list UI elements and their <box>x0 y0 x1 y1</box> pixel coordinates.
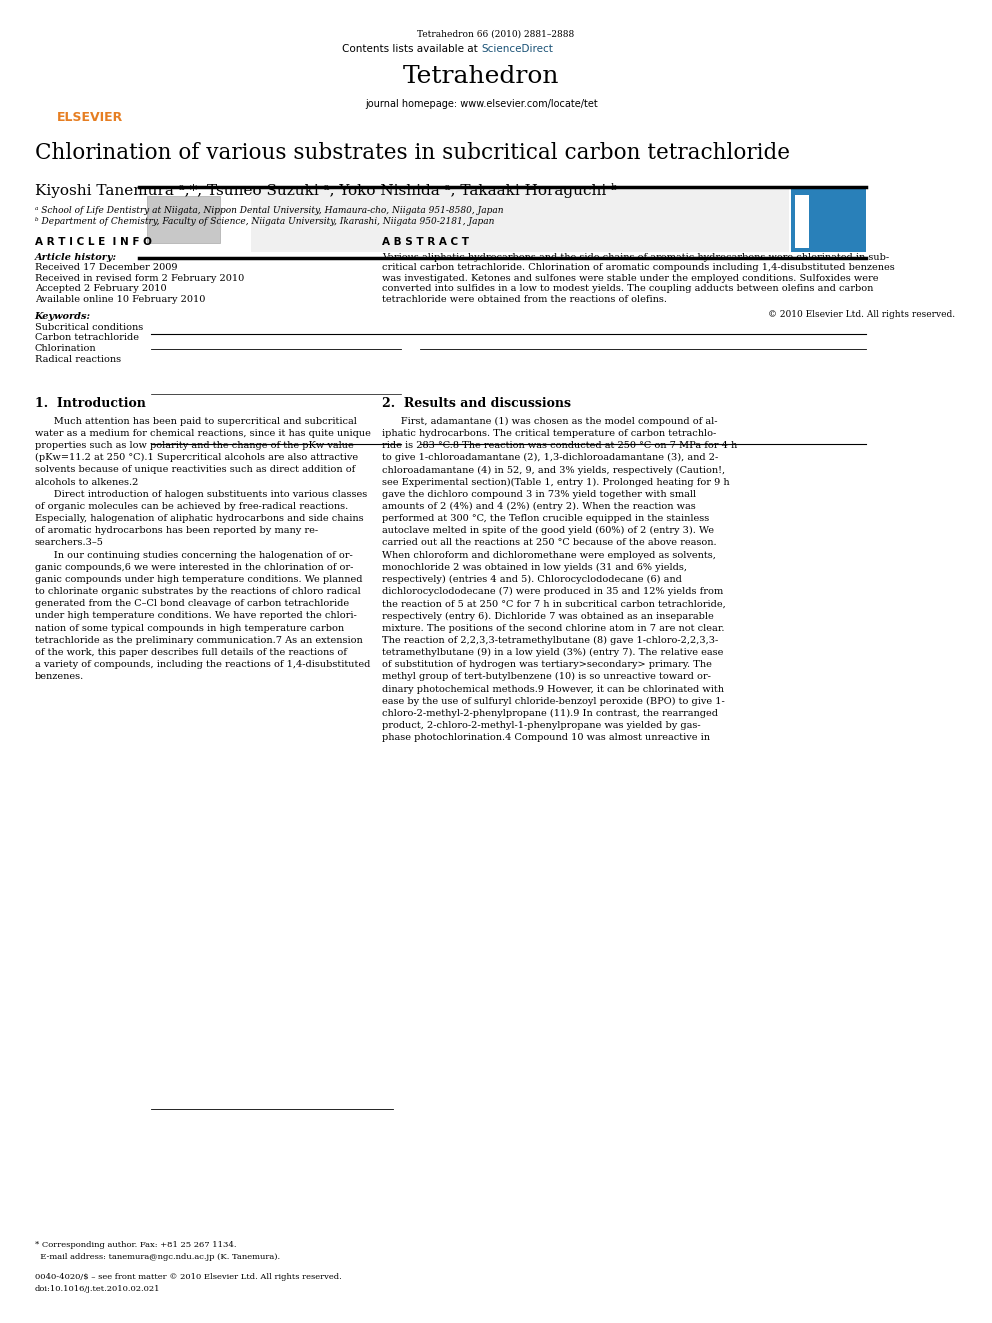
Text: Much attention has been paid to supercritical and subcritical: Much attention has been paid to supercri… <box>35 417 356 426</box>
Text: of organic molecules can be achieved by free-radical reactions.: of organic molecules can be achieved by … <box>35 501 348 511</box>
Text: Tetrahedron 66 (2010) 2881–2888: Tetrahedron 66 (2010) 2881–2888 <box>418 29 574 38</box>
Text: tetrachloride as the preliminary communication.7 As an extension: tetrachloride as the preliminary communi… <box>35 636 362 644</box>
Text: converted into sulfides in a low to modest yields. The coupling adducts between : converted into sulfides in a low to mode… <box>382 284 873 294</box>
Text: Article history:: Article history: <box>35 253 117 262</box>
Text: In our continuing studies concerning the halogenation of or-: In our continuing studies concerning the… <box>35 550 352 560</box>
Text: journal homepage: www.elsevier.com/locate/tet: journal homepage: www.elsevier.com/locat… <box>365 99 597 110</box>
Text: tetrachloride were obtained from the reactions of olefins.: tetrachloride were obtained from the rea… <box>382 295 667 304</box>
Text: Contents lists available at: Contents lists available at <box>342 44 481 54</box>
Text: ELSEVIER: ELSEVIER <box>57 111 123 124</box>
Text: Kiyoshi Tanemura ᵃ,*, Tsuneo Suzuki ᵃ, Yoko Nishida ᵃ, Takaaki Horaguchi ᵇ: Kiyoshi Tanemura ᵃ,*, Tsuneo Suzuki ᵃ, Y… <box>35 183 617 197</box>
Text: dinary photochemical methods.9 However, it can be chlorinated with: dinary photochemical methods.9 However, … <box>382 684 724 693</box>
Text: © 2010 Elsevier Ltd. All rights reserved.: © 2010 Elsevier Ltd. All rights reserved… <box>768 310 955 319</box>
Text: mixture. The positions of the second chlorine atom in 7 are not clear.: mixture. The positions of the second chl… <box>382 623 724 632</box>
Text: Chlorination of various substrates in subcritical carbon tetrachloride: Chlorination of various substrates in su… <box>35 142 790 164</box>
Text: A B S T R A C T: A B S T R A C T <box>382 237 469 247</box>
Text: chloroadamantane (4) in 52, 9, and 3% yields, respectively (Caution!,: chloroadamantane (4) in 52, 9, and 3% yi… <box>382 466 725 475</box>
Text: 0040-4020/$ – see front matter © 2010 Elsevier Ltd. All rights reserved.: 0040-4020/$ – see front matter © 2010 El… <box>35 1273 341 1281</box>
Text: tetramethylbutane (9) in a low yield (3%) (entry 7). The relative ease: tetramethylbutane (9) in a low yield (3%… <box>382 648 723 658</box>
Text: nation of some typical compounds in high temperature carbon: nation of some typical compounds in high… <box>35 623 344 632</box>
Text: generated from the C–Cl bond cleavage of carbon tetrachloride: generated from the C–Cl bond cleavage of… <box>35 599 349 609</box>
Text: iphatic hydrocarbons. The critical temperature of carbon tetrachlo-: iphatic hydrocarbons. The critical tempe… <box>382 429 716 438</box>
Text: properties such as low polarity and the change of the pKw value: properties such as low polarity and the … <box>35 441 353 450</box>
Text: was investigated. Ketones and sulfones were stable under the employed conditions: was investigated. Ketones and sulfones w… <box>382 274 879 283</box>
Text: monochloride 2 was obtained in low yields (31 and 6% yields,: monochloride 2 was obtained in low yield… <box>382 562 686 572</box>
Text: The reaction of 2,2,3,3-tetramethylbutane (8) gave 1-chloro-2,2,3,3-: The reaction of 2,2,3,3-tetramethylbutan… <box>382 636 718 644</box>
Text: a variety of compounds, including the reactions of 1,4-disubstituted: a variety of compounds, including the re… <box>35 660 370 669</box>
Text: doi:10.1016/j.tet.2010.02.021: doi:10.1016/j.tet.2010.02.021 <box>35 1285 161 1293</box>
Text: Available online 10 February 2010: Available online 10 February 2010 <box>35 295 205 304</box>
Text: solvents because of unique reactivities such as direct addition of: solvents because of unique reactivities … <box>35 466 355 475</box>
Text: ganic compounds under high temperature conditions. We planned: ganic compounds under high temperature c… <box>35 576 362 583</box>
Text: the reaction of 5 at 250 °C for 7 h in subcritical carbon tetrachloride,: the reaction of 5 at 250 °C for 7 h in s… <box>382 599 726 609</box>
Text: of aromatic hydrocarbons has been reported by many re-: of aromatic hydrocarbons has been report… <box>35 527 317 536</box>
Text: A R T I C L E  I N F O: A R T I C L E I N F O <box>35 237 152 247</box>
Text: to give 1-chloroadamantane (2), 1,3-dichloroadamantane (3), and 2-: to give 1-chloroadamantane (2), 1,3-dich… <box>382 454 718 462</box>
Text: Received 17 December 2009: Received 17 December 2009 <box>35 263 178 273</box>
Text: Tetrahedron: Tetrahedron <box>403 65 559 87</box>
Text: Tetrahedron: Tetrahedron <box>889 45 938 52</box>
Text: First, adamantane (1) was chosen as the model compound of al-: First, adamantane (1) was chosen as the … <box>382 417 717 426</box>
Text: see Experimental section)(Table 1, entry 1). Prolonged heating for 9 h: see Experimental section)(Table 1, entry… <box>382 478 729 487</box>
Text: methyl group of tert-butylbenzene (10) is so unreactive toward or-: methyl group of tert-butylbenzene (10) i… <box>382 672 711 681</box>
Text: critical carbon tetrachloride. Chlorination of aromatic compounds including 1,4-: critical carbon tetrachloride. Chlorinat… <box>382 263 895 273</box>
Text: autoclave melted in spite of the good yield (60%) of 2 (entry 3). We: autoclave melted in spite of the good yi… <box>382 527 714 536</box>
Text: to chlorinate organic substrates by the reactions of chloro radical: to chlorinate organic substrates by the … <box>35 587 360 597</box>
Text: phase photochlorination.4 Compound 10 was almost unreactive in: phase photochlorination.4 Compound 10 wa… <box>382 733 710 742</box>
Text: of the work, this paper describes full details of the reactions of: of the work, this paper describes full d… <box>35 648 346 658</box>
Text: When chloroform and dichloromethane were employed as solvents,: When chloroform and dichloromethane were… <box>382 550 716 560</box>
FancyBboxPatch shape <box>139 188 251 253</box>
Text: Keywords:: Keywords: <box>35 312 91 321</box>
Text: Especially, halogenation of aliphatic hydrocarbons and side chains: Especially, halogenation of aliphatic hy… <box>35 515 363 523</box>
Text: Direct introduction of halogen substituents into various classes: Direct introduction of halogen substitue… <box>35 490 367 499</box>
FancyBboxPatch shape <box>796 196 809 249</box>
Text: water as a medium for chemical reactions, since it has quite unique: water as a medium for chemical reactions… <box>35 429 371 438</box>
Text: E-mail address: tanemura@ngc.ndu.ac.jp (K. Tanemura).: E-mail address: tanemura@ngc.ndu.ac.jp (… <box>35 1253 280 1261</box>
Text: ᵃ School of Life Dentistry at Niigata, Nippon Dental University, Hamaura-cho, Ni: ᵃ School of Life Dentistry at Niigata, N… <box>35 206 503 216</box>
Text: performed at 300 °C, the Teflon crucible equipped in the stainless: performed at 300 °C, the Teflon crucible… <box>382 515 709 523</box>
Text: gave the dichloro compound 3 in 73% yield together with small: gave the dichloro compound 3 in 73% yiel… <box>382 490 696 499</box>
Text: Carbon tetrachloride: Carbon tetrachloride <box>35 333 139 343</box>
Text: under high temperature conditions. We have reported the chlori-: under high temperature conditions. We ha… <box>35 611 356 620</box>
Text: amounts of 2 (4%) and 4 (2%) (entry 2). When the reaction was: amounts of 2 (4%) and 4 (2%) (entry 2). … <box>382 501 695 511</box>
Text: searchers.3–5: searchers.3–5 <box>35 538 103 548</box>
Text: * Corresponding author. Fax: +81 25 267 1134.: * Corresponding author. Fax: +81 25 267 … <box>35 1241 236 1249</box>
Text: ScienceDirect: ScienceDirect <box>481 44 553 54</box>
Text: Radical reactions: Radical reactions <box>35 355 121 364</box>
Text: Various aliphatic hydrocarbons and the side chains of aromatic hydrocarbons were: Various aliphatic hydrocarbons and the s… <box>382 253 889 262</box>
Text: chloro-2-methyl-2-phenylpropane (11).9 In contrast, the rearranged: chloro-2-methyl-2-phenylpropane (11).9 I… <box>382 709 718 718</box>
Text: product, 2-chloro-2-methyl-1-phenylpropane was yielded by gas-: product, 2-chloro-2-methyl-1-phenylpropa… <box>382 721 700 730</box>
Text: respectively) (entries 4 and 5). Chlorocyclododecane (6) and: respectively) (entries 4 and 5). Chloroc… <box>382 576 682 583</box>
Text: ganic compounds,6 we were interested in the chlorination of or-: ganic compounds,6 we were interested in … <box>35 562 353 572</box>
Text: 2.  Results and discussions: 2. Results and discussions <box>382 397 571 410</box>
Text: Chlorination: Chlorination <box>35 344 96 353</box>
Text: Accepted 2 February 2010: Accepted 2 February 2010 <box>35 284 167 294</box>
Text: carried out all the reactions at 250 °C because of the above reason.: carried out all the reactions at 250 °C … <box>382 538 716 548</box>
Text: 1.  Introduction: 1. Introduction <box>35 397 146 410</box>
Text: Received in revised form 2 February 2010: Received in revised form 2 February 2010 <box>35 274 244 283</box>
FancyBboxPatch shape <box>792 188 866 253</box>
Text: benzenes.: benzenes. <box>35 672 84 681</box>
Text: ᵇ Department of Chemistry, Faculty of Science, Niigata University, Ikarashi, Nii: ᵇ Department of Chemistry, Faculty of Sc… <box>35 217 494 226</box>
Text: (pKw=11.2 at 250 °C).1 Supercritical alcohols are also attractive: (pKw=11.2 at 250 °C).1 Supercritical alc… <box>35 454 358 462</box>
FancyBboxPatch shape <box>147 196 220 243</box>
Text: ease by the use of sulfuryl chloride-benzoyl peroxide (BPO) to give 1-: ease by the use of sulfuryl chloride-ben… <box>382 697 725 705</box>
Text: Subcritical conditions: Subcritical conditions <box>35 323 143 332</box>
Text: respectively (entry 6). Dichloride 7 was obtained as an inseparable: respectively (entry 6). Dichloride 7 was… <box>382 611 713 620</box>
Text: alcohols to alkenes.2: alcohols to alkenes.2 <box>35 478 138 487</box>
Text: ride is 283 °C.8 The reaction was conducted at 250 °C on 7 MPa for 4 h: ride is 283 °C.8 The reaction was conduc… <box>382 441 737 450</box>
Text: dichlorocyclododecane (7) were produced in 35 and 12% yields from: dichlorocyclododecane (7) were produced … <box>382 587 723 597</box>
FancyBboxPatch shape <box>139 188 789 253</box>
Text: of substitution of hydrogen was tertiary>secondary> primary. The: of substitution of hydrogen was tertiary… <box>382 660 712 669</box>
